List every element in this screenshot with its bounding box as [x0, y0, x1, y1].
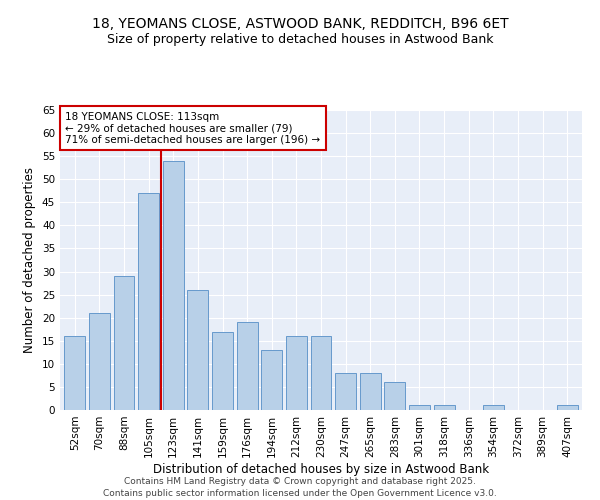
Bar: [187, 290, 208, 410]
Text: 18 YEOMANS CLOSE: 113sqm
← 29% of detached houses are smaller (79)
71% of semi-d: 18 YEOMANS CLOSE: 113sqm ← 29% of detach…: [65, 112, 320, 144]
Bar: [113, 276, 134, 410]
Bar: [483, 406, 504, 410]
Bar: [138, 193, 159, 410]
Bar: [286, 336, 307, 410]
Bar: [335, 373, 356, 410]
Text: Size of property relative to detached houses in Astwood Bank: Size of property relative to detached ho…: [107, 32, 493, 46]
Bar: [212, 332, 233, 410]
X-axis label: Distribution of detached houses by size in Astwood Bank: Distribution of detached houses by size …: [153, 462, 489, 475]
Text: Contains HM Land Registry data © Crown copyright and database right 2025.
Contai: Contains HM Land Registry data © Crown c…: [103, 476, 497, 498]
Bar: [64, 336, 85, 410]
Bar: [163, 161, 184, 410]
Bar: [261, 350, 282, 410]
Bar: [311, 336, 331, 410]
Bar: [385, 382, 406, 410]
Bar: [434, 406, 455, 410]
Text: 18, YEOMANS CLOSE, ASTWOOD BANK, REDDITCH, B96 6ET: 18, YEOMANS CLOSE, ASTWOOD BANK, REDDITC…: [92, 18, 508, 32]
Bar: [360, 373, 381, 410]
Bar: [557, 406, 578, 410]
Bar: [236, 322, 257, 410]
Y-axis label: Number of detached properties: Number of detached properties: [23, 167, 37, 353]
Bar: [89, 313, 110, 410]
Bar: [409, 406, 430, 410]
